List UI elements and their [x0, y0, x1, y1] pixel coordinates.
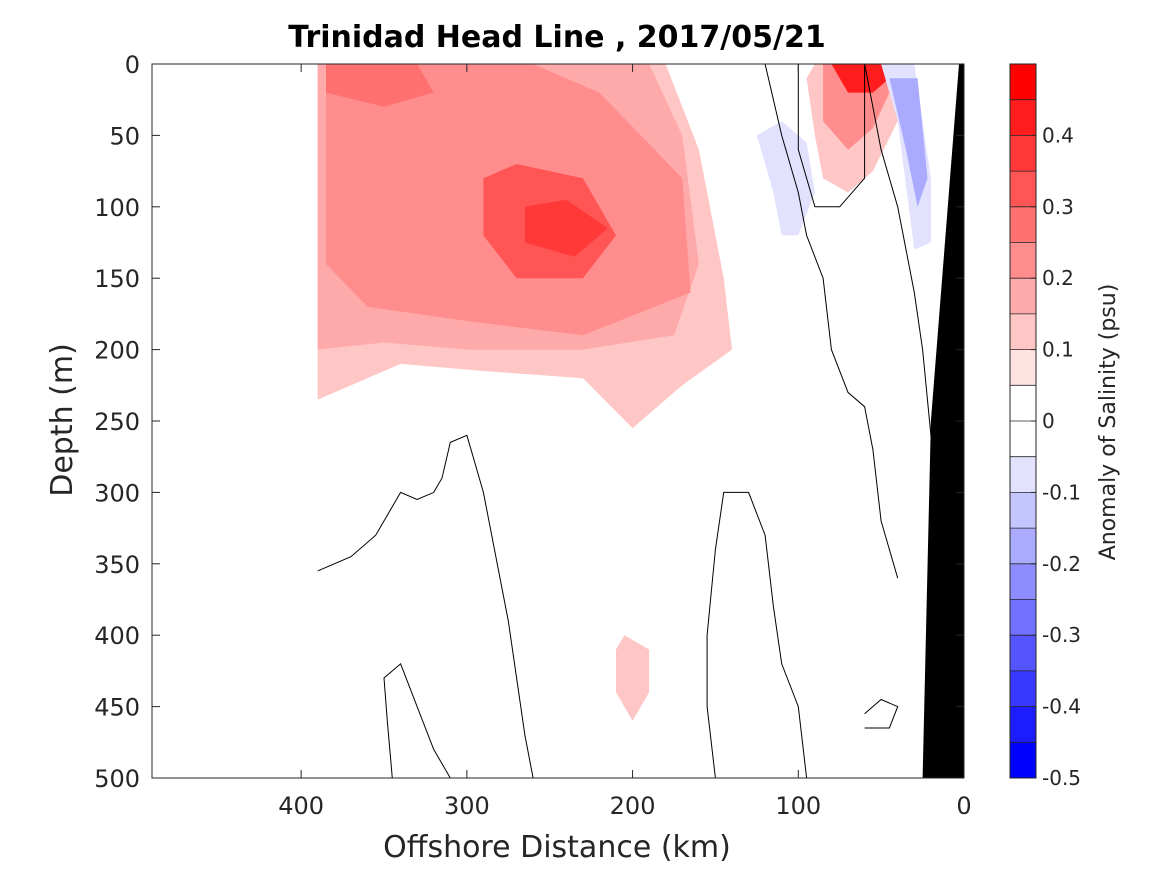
colorbar-swatch	[1009, 742, 1037, 779]
x-tick-label: 400	[278, 792, 324, 820]
x-tick-label: 200	[610, 792, 656, 820]
colorbar-label: Anomaly of Salinity (psu)	[1096, 284, 1121, 561]
colorbar-tick-label: 0.4	[1042, 123, 1074, 147]
colorbar-tick-label: -0.4	[1042, 695, 1081, 719]
y-tick-label: 400	[94, 622, 140, 650]
y-tick-label: 150	[94, 265, 140, 293]
x-tick-label: 300	[444, 792, 490, 820]
zero-contour-lines	[317, 63, 964, 779]
y-tick-label: 0	[125, 51, 140, 79]
anomaly-region-deep-patch	[616, 635, 650, 721]
zero-contour-1	[383, 662, 451, 779]
y-tick-label: 250	[94, 408, 140, 436]
y-tick-label: 200	[94, 337, 140, 365]
colorbar-tick-label: -0.1	[1042, 480, 1081, 504]
axes: 400 300 200 100 0 0 50 100 150 200 250 300 350 400 450…	[94, 51, 971, 820]
colorbar-tick-label: 0.2	[1042, 266, 1074, 290]
x-tick-label: 0	[956, 792, 971, 820]
colorbar-swatch	[1009, 563, 1037, 600]
zero-contour-4	[797, 64, 866, 208]
x-axis-label: Offshore Distance (km)	[383, 830, 731, 865]
colorbar-swatch	[1009, 706, 1037, 743]
colorbar-tick-label: -0.5	[1042, 766, 1081, 790]
colorbar-swatch	[1009, 527, 1037, 565]
colorbar-tick-label: -0.2	[1042, 552, 1081, 576]
chart-title: Trinidad Head Line , 2017/05/21	[288, 20, 825, 55]
anomaly-region-inshore-fresh-core	[889, 78, 928, 207]
colorbar-swatch	[1009, 135, 1037, 172]
colorbar-swatch	[1009, 206, 1037, 243]
y-tick-label: 350	[94, 551, 140, 579]
colorbar-swatch	[1009, 456, 1037, 493]
colorbar-tick-label: 0.1	[1042, 338, 1074, 362]
colorbar-swatch	[1009, 670, 1037, 707]
colorbar-swatch	[1009, 63, 1037, 100]
zero-contour-2	[706, 491, 808, 779]
colorbar-swatch	[1009, 492, 1037, 529]
zero-contour-6	[864, 698, 899, 729]
y-tick-label: 50	[109, 122, 140, 150]
y-axis-label: Depth (m)	[45, 343, 80, 497]
anomaly-region-mid-shelf-fresh-anomaly	[756, 121, 815, 236]
colorbar-swatch	[1009, 420, 1037, 457]
colorbar-swatch	[1009, 99, 1037, 136]
zero-contour-3	[764, 63, 899, 579]
colorbar-swatch	[1009, 170, 1037, 208]
anomaly-region-surface-offshore-patch	[326, 64, 434, 107]
colorbar-tick-label: -0.3	[1042, 623, 1081, 647]
plot-area	[152, 64, 964, 778]
colorbar-swatch	[1009, 313, 1037, 350]
colorbar-swatch	[1009, 385, 1037, 422]
colorbar-swatch	[1009, 242, 1037, 279]
y-tick-label: 450	[94, 694, 140, 722]
colorbar-tick-label: 0	[1042, 409, 1055, 433]
colorbar: 0.4 0.3 0.2 0.1 0 -0.1 -0.2 -0.3 -0.4 -0.5	[1009, 63, 1081, 790]
y-tick-label: 100	[94, 194, 140, 222]
anomaly-region-nearshore-surface-core	[831, 64, 890, 93]
x-tick-label: 100	[775, 792, 821, 820]
seafloor	[922, 64, 964, 778]
y-tick-label: 500	[94, 765, 140, 793]
zero-contour-0	[317, 434, 534, 779]
colorbar-swatch	[1009, 277, 1037, 315]
colorbar-swatch	[1009, 599, 1037, 636]
colorbar-tick-label: 0.3	[1042, 195, 1074, 219]
colorbar-swatch	[1009, 634, 1037, 672]
y-tick-label: 300	[94, 479, 140, 507]
anomaly-region-offshore-core-peak	[524, 199, 608, 257]
colorbar-swatch	[1009, 349, 1037, 386]
